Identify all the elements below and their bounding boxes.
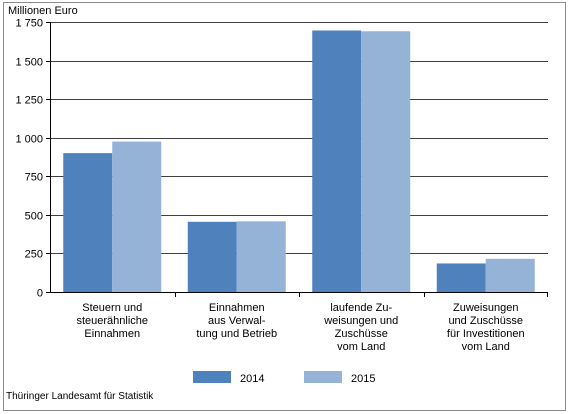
y-tick-label: 1 750: [15, 18, 43, 30]
legend-label-2015: 2015: [351, 373, 375, 385]
y-tick-label: 750: [25, 172, 43, 184]
x-category-label-line: für Investitionen: [447, 328, 525, 340]
bar-2015-1: [112, 141, 162, 292]
y-tick-label: 1 000: [15, 134, 43, 146]
bar-2015-4: [485, 258, 535, 292]
legend-label-2014: 2014: [240, 373, 264, 385]
legend-swatch-2014: [193, 371, 231, 383]
x-category-label: Zuweisungen und Zuschüsse für Investitione…: [447, 302, 525, 353]
bar-2015-2: [236, 221, 286, 292]
x-category-label-line: Einnahmen: [84, 328, 140, 340]
bar-2015-3: [361, 31, 411, 293]
x-category-label-line: tung und Betrieb: [196, 328, 277, 340]
x-category-label-line: aus Verwal-: [208, 315, 266, 327]
x-category-label-line: weisungen und: [323, 315, 398, 327]
x-category-label-line: Steuern und: [82, 302, 142, 314]
x-category-label-line: laufende Zu-: [330, 302, 392, 314]
x-category-label-line: und Zuschüsse: [448, 315, 523, 327]
legend-swatch-2015: [304, 371, 342, 383]
y-tick-label: 1 500: [15, 57, 43, 69]
y-tick-label: 500: [25, 211, 43, 223]
x-category-label-line: Einnahmen: [209, 302, 265, 314]
bar-2014-3: [312, 30, 362, 292]
y-tick-label: 1 250: [15, 95, 43, 107]
x-category-label-line: steuerähnliche: [76, 315, 148, 327]
x-category-label-line: vom Land: [337, 341, 385, 353]
x-category-label: Einnahmen aus Verwal-tung und Betrieb: [196, 302, 277, 340]
x-category-label: laufende Zu-weisungen und Zuschüsse vom La…: [323, 302, 398, 353]
y-axis-label: Millionen Euro: [8, 5, 78, 17]
bar-2014-4: [436, 263, 486, 292]
source-note: Thüringer Landesamt für Statistik: [6, 391, 154, 402]
y-tick-label: 250: [25, 249, 43, 261]
bar-2014-2: [187, 221, 237, 292]
x-category-label-line: Zuweisungen: [453, 302, 518, 314]
x-category-label-line: Zuschüsse: [335, 328, 388, 340]
x-category-label: Steuern und steuerähnliche Einnahmen: [76, 302, 148, 340]
y-tick-label: 0: [37, 288, 43, 300]
bar-2014-1: [63, 153, 113, 292]
x-category-label-line: vom Land: [462, 341, 510, 353]
